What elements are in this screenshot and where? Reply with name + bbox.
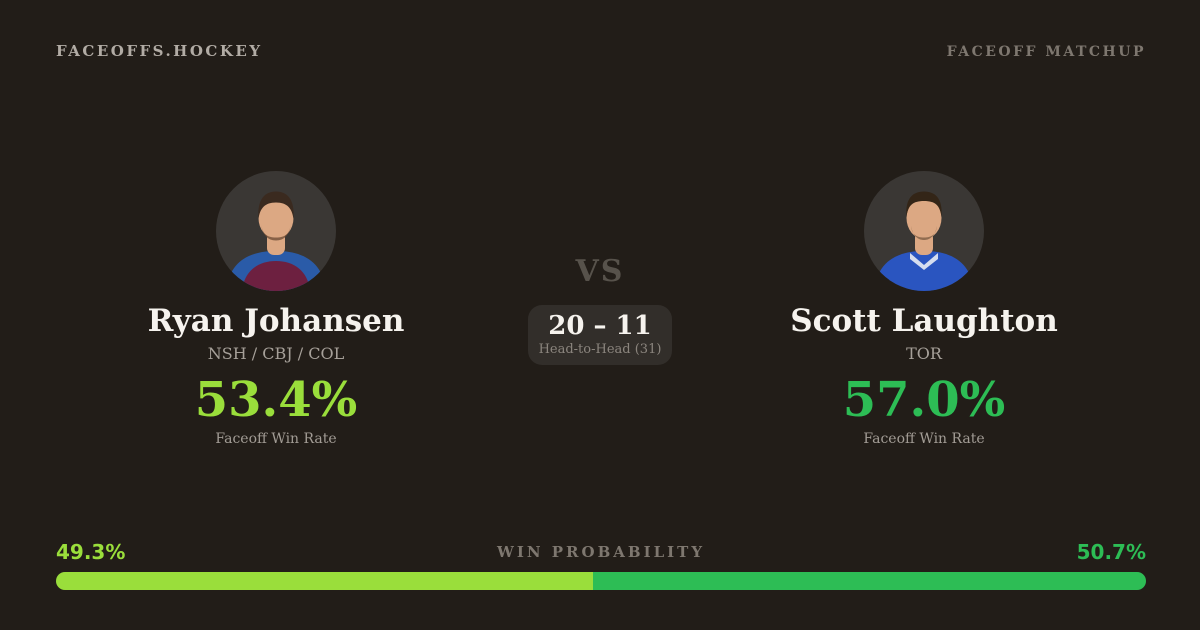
player-left-win-rate-label: Faceoff Win Rate bbox=[215, 431, 337, 447]
matchup-row: Ryan Johansen NSH / CBJ / COL 53.4% Face… bbox=[96, 171, 1104, 448]
player-right-name: Scott Laughton bbox=[790, 303, 1058, 339]
player-right-win-rate-label: Faceoff Win Rate bbox=[863, 431, 985, 447]
win-prob-right-value: 50.7% bbox=[1076, 540, 1146, 564]
vs-label: VS bbox=[575, 254, 625, 289]
header: FACEOFFS.HOCKEY FACEOFF MATCHUP bbox=[56, 42, 1146, 60]
head-to-head-label: Head-to-Head (31) bbox=[538, 342, 662, 357]
win-bar-right-segment bbox=[593, 572, 1146, 590]
win-probability-title: WIN PROBABILITY bbox=[496, 543, 706, 561]
win-probability-bar bbox=[56, 572, 1146, 590]
player-left-name: Ryan Johansen bbox=[147, 303, 405, 339]
player-left-win-rate: 53.4% bbox=[194, 372, 358, 428]
player-left-panel: Ryan Johansen NSH / CBJ / COL 53.4% Face… bbox=[96, 171, 456, 448]
page-type-label: FACEOFF MATCHUP bbox=[946, 44, 1146, 60]
win-prob-left-value: 49.3% bbox=[56, 540, 126, 564]
player-headshot-icon bbox=[874, 191, 974, 291]
player-right-teams: TOR bbox=[906, 344, 942, 363]
brand-wordmark: FACEOFFS.HOCKEY bbox=[56, 42, 263, 60]
matchup-center-panel: VS 20 – 11 Head-to-Head (31) bbox=[456, 171, 744, 448]
player-right-panel: Scott Laughton TOR 57.0% Faceoff Win Rat… bbox=[744, 171, 1104, 448]
player-right-avatar bbox=[864, 171, 984, 291]
win-probability-labels: 49.3% WIN PROBABILITY 50.7% bbox=[56, 540, 1146, 564]
player-headshot-icon bbox=[226, 191, 326, 291]
win-bar-left-segment bbox=[56, 572, 594, 590]
player-left-avatar bbox=[216, 171, 336, 291]
head-to-head-box: 20 – 11 Head-to-Head (31) bbox=[528, 305, 672, 365]
player-left-teams: NSH / CBJ / COL bbox=[207, 344, 345, 363]
win-probability-section: 49.3% WIN PROBABILITY 50.7% bbox=[56, 540, 1146, 590]
head-to-head-score: 20 – 11 bbox=[548, 311, 652, 341]
player-right-win-rate: 57.0% bbox=[842, 372, 1006, 428]
